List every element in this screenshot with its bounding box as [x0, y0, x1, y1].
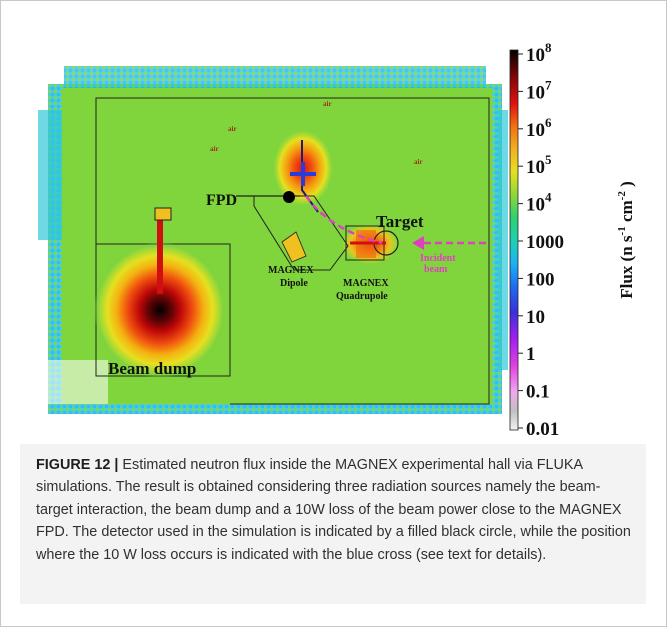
colorbar-tick-label: 10 — [526, 307, 545, 328]
air-label-3: air — [210, 145, 219, 153]
dipole-coil — [281, 231, 307, 263]
colorbar-title-main: Flux (n s — [617, 235, 636, 299]
colorbar-tick-label: 0.01 — [526, 419, 559, 440]
colorbar-tick-label: 106 — [526, 115, 552, 141]
colorbar-title-exp1: -1 — [616, 226, 628, 235]
blue-cross-marker — [290, 162, 316, 186]
magnex-dipole-outline — [253, 195, 349, 271]
quadrupole-label-line1: MAGNEX — [343, 278, 389, 289]
hall-outline — [95, 97, 490, 405]
colorbar-title-mid: cm — [617, 200, 636, 226]
beam-dump-entry — [154, 207, 172, 221]
incident-beam-label-line2: beam — [424, 264, 448, 275]
colorbar-title-end: ) — [617, 181, 636, 191]
colorbar-tick-label: 1 — [526, 344, 536, 365]
colorbar-title-exp2: -2 — [616, 191, 628, 201]
dipole-label-line2: Dipole — [280, 278, 308, 289]
colorbar-tick-label: 0.1 — [526, 382, 550, 403]
incident-beam-arrowhead — [412, 236, 424, 250]
beam-trajectory — [305, 195, 383, 245]
svg-text:Flux (n s-1 cm-2 ): Flux (n s-1 cm-2 ) — [616, 181, 636, 299]
colorbar-ticks: 108 107 106 105 104 1000 100 10 1 0.1 0.01 — [518, 40, 564, 440]
incident-beam-label-line1: Incident — [420, 253, 456, 264]
air-label-2: air — [228, 125, 237, 133]
colorbar-tick-label: 108 — [526, 40, 552, 66]
colorbar-tick-label: 105 — [526, 152, 552, 178]
air-label-1: air — [323, 100, 332, 108]
beam-dump-label: Beam dump — [108, 359, 196, 378]
caption-figure-label: FIGURE 12 | — [36, 457, 119, 473]
colorbar-tick-label: 104 — [526, 190, 552, 216]
caption-text: Estimated neutron flux inside the MAGNEX… — [36, 457, 631, 563]
detector-circle — [283, 191, 295, 203]
figure-caption: FIGURE 12 | Estimated neutron flux insid… — [20, 444, 646, 604]
beam-dump-channel — [157, 214, 163, 294]
quadrupole-label-line2: Quadrupole — [336, 291, 388, 302]
flux-map-figure: air air air air FPD Target MAGNEX Dipole… — [38, 40, 636, 440]
colorbar-tick-label: 107 — [526, 77, 552, 103]
colorbar-tick-label: 100 — [526, 269, 555, 290]
air-label-4: air — [414, 158, 423, 166]
colorbar-tick-label: 1000 — [526, 232, 564, 253]
target-label: Target — [376, 212, 424, 231]
colorbar — [509, 49, 519, 431]
colorbar-title: Flux (n s-1 cm-2 ) — [616, 181, 636, 299]
fpd-label: FPD — [206, 192, 237, 209]
beam-dump-hotspot — [94, 242, 226, 378]
dipole-label-line1: MAGNEX — [268, 265, 314, 276]
